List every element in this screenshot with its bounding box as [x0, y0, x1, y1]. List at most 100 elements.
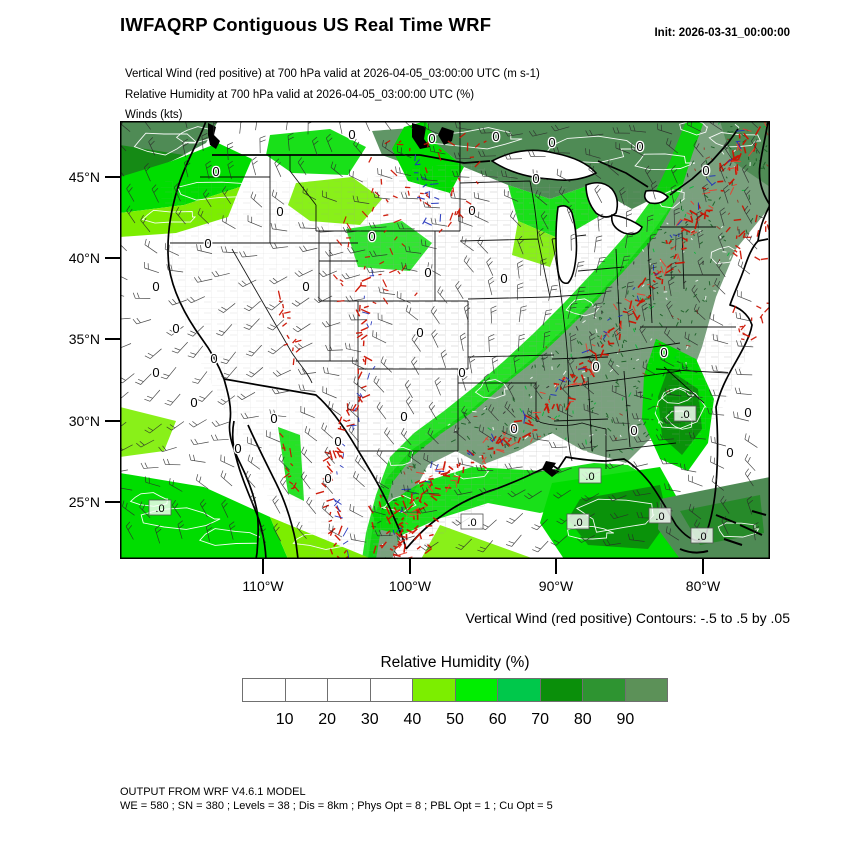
lat-label: 35°N	[68, 331, 100, 347]
contour-zero-label: 0	[660, 345, 667, 360]
contour-zero-label: 0	[744, 405, 751, 420]
colorbar-cell-8	[540, 679, 583, 701]
colorbar-cell-2	[285, 679, 328, 701]
contour-zero-box	[673, 405, 697, 422]
coastline-layer	[167, 121, 770, 559]
colorbar-tick-label: 10	[275, 711, 294, 728]
lon-tick-110°W	[262, 559, 264, 574]
colorbar-tick-label: 40	[403, 711, 422, 728]
contour-zero-label: 0	[152, 279, 159, 294]
lon-label: 110°W	[242, 578, 284, 594]
colorbar-cell-7	[498, 679, 541, 701]
field-description-block: Vertical Wind (red positive) at 700 hPa …	[125, 64, 540, 126]
contour-zero-label: 0	[270, 411, 277, 426]
colorbar-tick-label: 80	[573, 711, 592, 728]
contour-zero-label: 0	[234, 441, 241, 456]
contour-labels-layer: 0 0 0 0 0 0 0 0 0 0 0 0 0 0 0 0 0 0 0 0 0 0 0 0 0 0 0 0 0 0 0 0 0 .0 .0 .0.…	[148, 126, 753, 544]
contour-zero-label: 0	[458, 365, 465, 380]
wrf-map: 0 0 0 0 0 0 0 0 0 0 0 0 0 0 0 0 0 0 0 0 0 0 0 0 0 0 0 0 0 0 0 0 0 .0 .0 .0.…	[120, 121, 770, 559]
contour-zero-label: 0	[190, 395, 197, 410]
legend-title: Relative Humidity (%)	[380, 654, 530, 671]
contour-zero-label: 0	[324, 471, 331, 486]
lon-tick-100°W	[409, 559, 411, 574]
contour-zero-label: 0	[400, 409, 407, 424]
boxed-zero-label: .0	[585, 471, 594, 483]
contour-zero-label: 0	[592, 359, 599, 374]
colorbar-cell-9	[583, 679, 626, 701]
colorbar-cell-4	[370, 679, 413, 701]
colorbar-tick-label: 60	[488, 711, 507, 728]
lat-tick-35°N	[105, 338, 120, 340]
contour-zero-label: 0	[510, 421, 517, 436]
lon-tick-90°W	[555, 559, 557, 574]
lon-label: 90°W	[538, 578, 574, 594]
lon-label: 80°W	[685, 578, 721, 594]
footer-model-config: WE = 580 ; SN = 380 ; Levels = 38 ; Dis …	[120, 799, 553, 812]
contour-zero-label: 0	[212, 164, 219, 179]
contour-zero-label: 0	[636, 139, 643, 154]
colorbar-tick-label: 50	[446, 711, 464, 728]
colorbar-cell-6	[455, 679, 498, 701]
contour-zero-label: 0	[172, 321, 179, 336]
colorbar-tick-label: 70	[531, 711, 550, 728]
contour-zero-label: 0	[532, 171, 539, 186]
map-frame	[120, 121, 770, 559]
lon-tick-80°W	[702, 559, 704, 574]
colorbar-cell-3	[328, 679, 371, 701]
contour-zero-label: 0	[468, 203, 475, 218]
map-canvas: 0 0 0 0 0 0 0 0 0 0 0 0 0 0 0 0 0 0 0 0 0 0 0 0 0 0 0 0 0 0 0 0 0 .0 .0 .0.…	[120, 121, 770, 559]
contour-zero-label: 0	[334, 434, 341, 449]
subtitle-vertical-wind: Vertical Wind (red positive) at 700 hPa …	[125, 68, 540, 80]
contour-interval-caption: Vertical Wind (red positive) Contours: -…	[465, 610, 790, 626]
contour-zero-label: 0	[152, 365, 159, 380]
contour-zero-label: 0	[210, 351, 217, 366]
lat-tick-25°N	[105, 501, 120, 503]
county-grid-layer	[160, 161, 756, 557]
colorbar-cell-5	[413, 679, 456, 701]
contour-zero-box	[690, 527, 714, 544]
lat-tick-30°N	[105, 420, 120, 422]
init-timestamp: Init: 2026-03-31_00:00:00	[654, 27, 790, 39]
contour-zero-box	[648, 507, 672, 524]
contour-zero-box	[578, 467, 602, 484]
contour-zero-label: 0	[424, 265, 431, 280]
page-title: IWFAQRP Contiguous US Real Time WRF	[120, 14, 492, 35]
footer-model-version: OUTPUT FROM WRF V4.6.1 MODEL	[120, 786, 306, 798]
colorbar-cell-10	[625, 679, 667, 701]
boxed-zero-label: .0	[680, 409, 689, 421]
lat-label: 45°N	[68, 169, 100, 185]
contour-zero-label: 0	[302, 279, 309, 294]
contour-zero-label: 0	[276, 204, 283, 219]
lon-label: 100°W	[388, 578, 432, 594]
colorbar-tick-label: 30	[360, 711, 379, 728]
colorbar-tick-label: 20	[318, 711, 337, 728]
rh-colorbar	[242, 678, 668, 702]
contour-zero-label: 0	[416, 325, 423, 340]
boxed-zero-label: .0	[655, 511, 664, 523]
vertical-wind-layer	[277, 121, 770, 559]
boxed-zero-label: .0	[573, 517, 582, 529]
lat-label: 40°N	[68, 250, 100, 266]
boxed-zero-label: .0	[697, 531, 706, 543]
contour-zero-label: 0	[348, 127, 355, 142]
contour-zero-label: 0	[428, 131, 435, 146]
contour-zero-label: 0	[630, 423, 637, 438]
contour-zero-label: 0	[368, 229, 375, 244]
model-info-footer: OUTPUT FROM WRF V4.6.1 MODEL WE = 580 ; …	[120, 786, 553, 813]
lat-tick-45°N	[105, 176, 120, 178]
lat-label: 25°N	[68, 494, 100, 510]
contour-zero-label: 0	[702, 163, 709, 178]
contour-zero-box	[566, 513, 590, 530]
subtitle-relative-humidity: Relative Humidity at 700 hPa valid at 20…	[125, 88, 475, 101]
colorbar-tick-label: 90	[616, 711, 635, 728]
contour-zero-label: 0	[548, 135, 555, 150]
boxed-zero-label: .0	[467, 517, 476, 529]
contour-zero-label: 0	[204, 236, 211, 251]
subtitle-winds: Winds (kts)	[125, 109, 183, 121]
contour-zero-label: 0	[726, 445, 733, 460]
colorbar-cell-1	[243, 679, 286, 701]
lat-tick-40°N	[105, 257, 120, 259]
contour-zero-box	[148, 499, 172, 516]
state-borders-layer	[170, 121, 736, 469]
